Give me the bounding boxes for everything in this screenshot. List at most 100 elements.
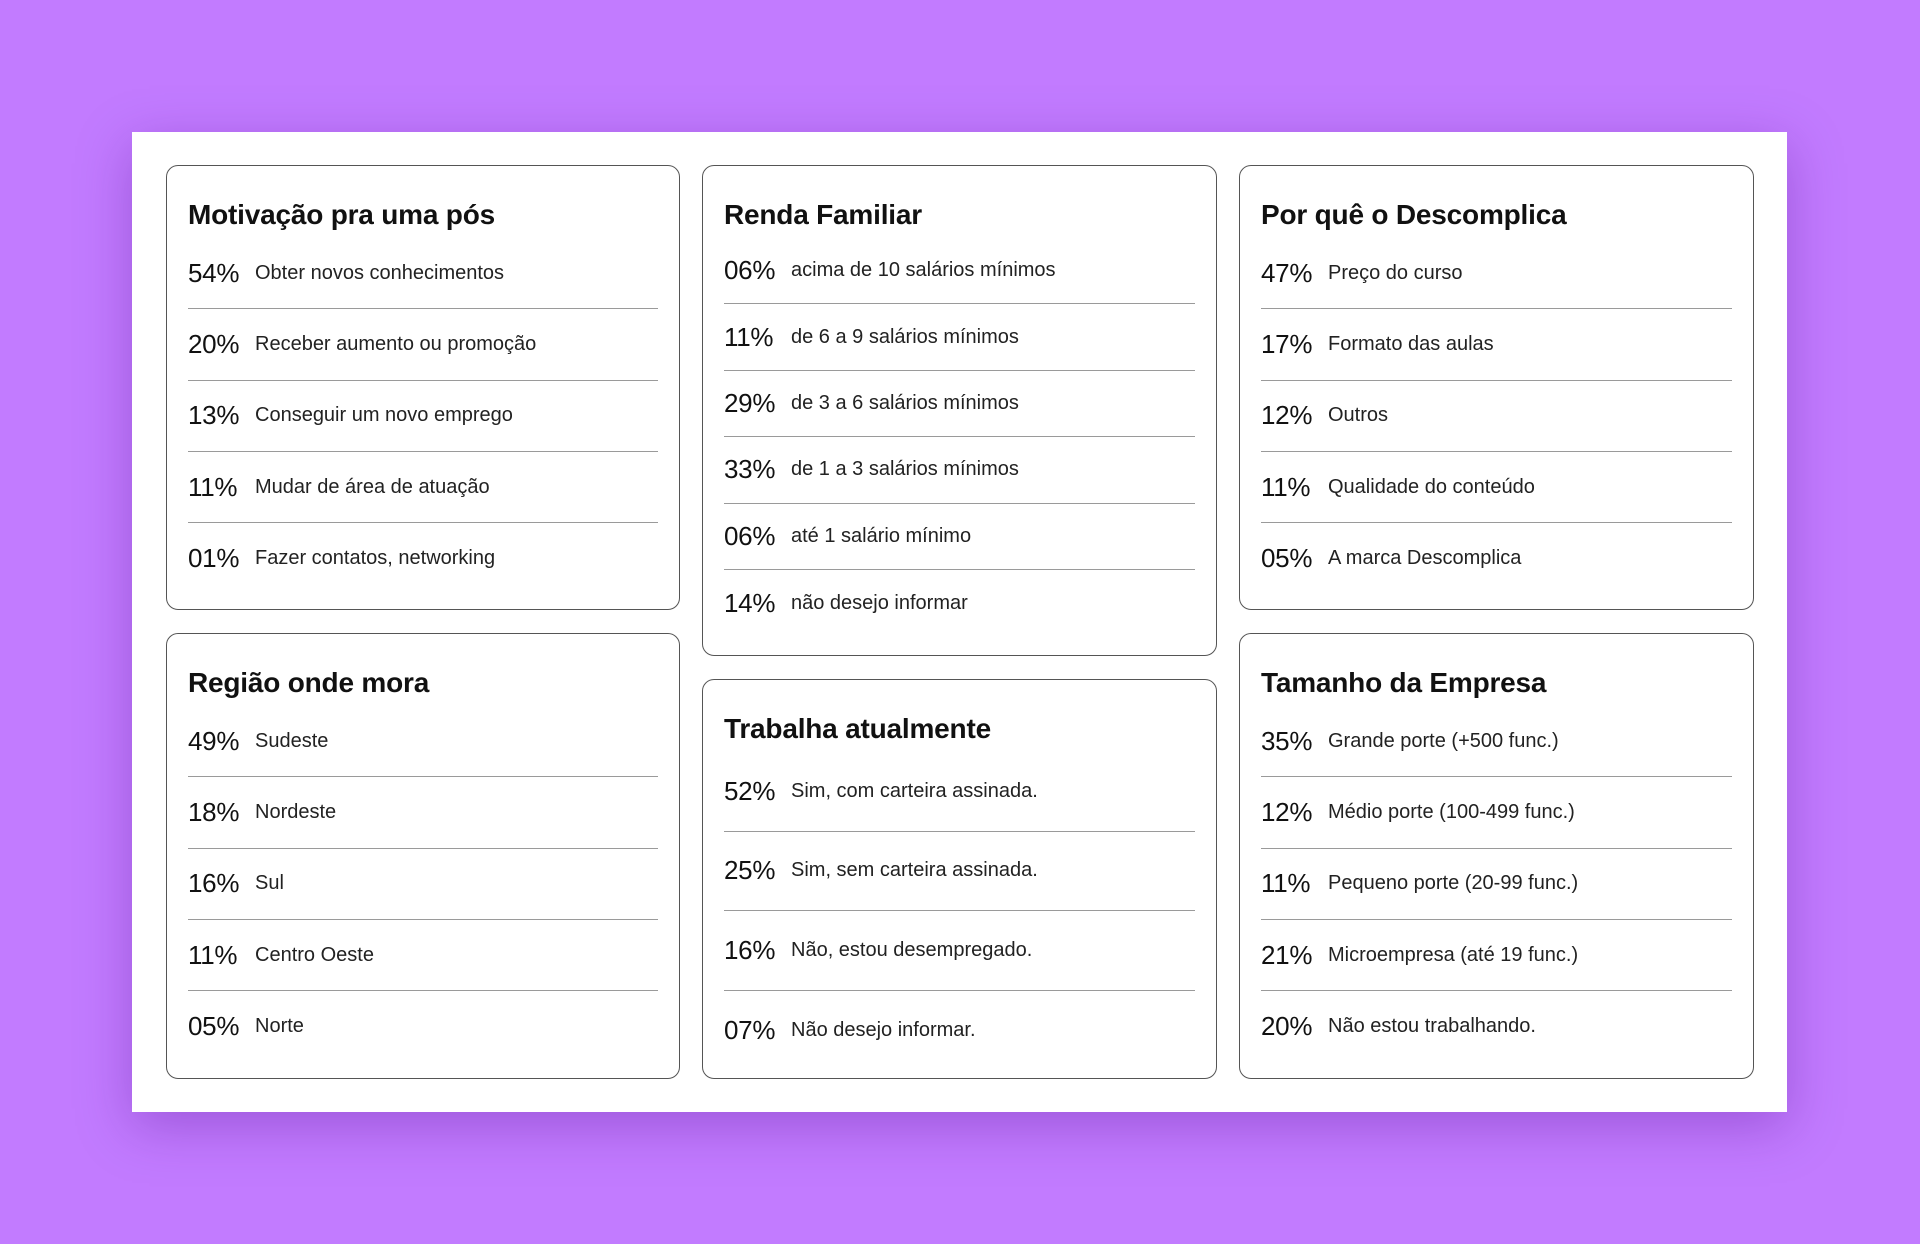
stat-row: 29% de 3 a 6 salários mínimos (724, 371, 1195, 438)
stat-label: Outros (1328, 404, 1389, 427)
stat-percent: 01% (188, 543, 240, 574)
stat-percent: 29% (724, 387, 776, 418)
stat-label: Formato das aulas (1328, 332, 1494, 355)
stat-list: 49% Sudeste 18% Nordeste 16% Sul 11% Centro … (188, 706, 658, 1062)
card-trabalha-atualmente: Trabalha atualmente 52% Sim, com carteira… (702, 679, 1217, 1079)
stat-row: 20% Não estou trabalhando. (1261, 991, 1732, 1062)
stat-row: 12% Outros (1261, 381, 1732, 452)
stat-list: 35% Grande porte (+500 func.) 12% Médio po… (1261, 706, 1732, 1062)
stat-label: Sim, com carteira assinada. (791, 779, 1038, 802)
stat-row: 14% não desejo informar (724, 570, 1195, 636)
card-por-que-descomplica: Por quê o Descomplica 47% Preço do curso … (1239, 165, 1754, 610)
stat-row: 12% Médio porte (100-499 func.) (1261, 777, 1732, 849)
stat-row: 06% acima de 10 salários mínimos (724, 238, 1195, 305)
stat-row: 11% de 6 a 9 salários mínimos (724, 304, 1195, 371)
stat-row: 54% Obter novos conhecimentos (188, 238, 658, 310)
stat-label: Fazer contatos, networking (255, 547, 496, 570)
stat-label: Sudeste (255, 729, 329, 752)
stat-percent: 05% (1261, 543, 1313, 574)
stat-label: Grande porte (+500 func.) (1328, 729, 1559, 752)
stat-list: 52% Sim, com carteira assinada. 25% Sim, s… (724, 752, 1195, 1070)
stat-label: Preço do curso (1328, 261, 1463, 284)
stat-list: 06% acima de 10 salários mínimos 11% de 6 … (724, 238, 1195, 636)
card-title: Tamanho da Empresa (1261, 667, 1547, 698)
stat-label: Receber aumento ou promoção (255, 332, 537, 355)
stat-row: 06% até 1 salário mínimo (724, 504, 1195, 570)
stat-percent: 06% (724, 255, 776, 286)
card-renda-familiar: Renda Familiar 06% acima de 10 salários m… (702, 165, 1217, 656)
stat-label: Mudar de área de atuação (255, 475, 490, 498)
stat-percent: 33% (724, 454, 776, 485)
stat-label: Nordeste (255, 800, 337, 823)
stat-percent: 11% (188, 939, 238, 970)
stat-row: 52% Sim, com carteira assinada. (724, 752, 1195, 832)
stat-percent: 52% (724, 775, 776, 806)
stat-row: 05% Norte (188, 991, 658, 1062)
stat-label: Não desejo informar. (791, 1019, 976, 1042)
survey-sheet: Motivação pra uma pós 54% Obter novos con… (132, 132, 1787, 1112)
stat-percent: 12% (1261, 400, 1313, 431)
stat-label: de 3 a 6 salários mínimos (791, 391, 1019, 414)
stat-row: 01% Fazer contatos, networking (188, 523, 658, 594)
stat-percent: 11% (1261, 471, 1311, 502)
card-title: Por quê o Descomplica (1261, 199, 1567, 230)
stat-label: Médio porte (100-499 func.) (1328, 800, 1575, 823)
card-title: Região onde mora (188, 667, 430, 698)
stat-percent: 20% (188, 328, 240, 359)
stat-list: 54% Obter novos conhecimentos 20% Receber … (188, 238, 658, 594)
stat-percent: 05% (188, 1011, 240, 1042)
stat-row: 18% Nordeste (188, 777, 658, 849)
stat-row: 17% Formato das aulas (1261, 309, 1732, 381)
card-regiao: Região onde mora 49% Sudeste 18% Nordeste … (166, 633, 680, 1079)
stat-label: Sim, sem carteira assinada. (791, 859, 1038, 882)
stat-row: 21% Microempresa (até 19 func.) (1261, 920, 1732, 992)
stat-percent: 16% (188, 868, 240, 899)
stat-percent: 13% (188, 400, 240, 431)
stat-label: Sul (255, 872, 284, 895)
stat-percent: 14% (724, 587, 776, 618)
stat-percent: 21% (1261, 939, 1313, 970)
stat-percent: 47% (1261, 257, 1313, 288)
stat-label: até 1 salário mínimo (791, 524, 972, 547)
stat-row: 13% Conseguir um novo emprego (188, 381, 658, 452)
stat-row: 25% Sim, sem carteira assinada. (724, 832, 1195, 912)
stat-percent: 20% (1261, 1011, 1313, 1042)
stat-row: 49% Sudeste (188, 706, 658, 778)
stat-label: de 6 a 9 salários mínimos (791, 325, 1019, 348)
stat-percent: 12% (1261, 796, 1313, 827)
stat-row: 16% Sul (188, 849, 658, 920)
card-tamanho-empresa: Tamanho da Empresa 35% Grande porte (+500… (1239, 633, 1754, 1079)
stat-percent: 11% (1261, 868, 1311, 899)
stat-row: 20% Receber aumento ou promoção (188, 309, 658, 381)
stat-percent: 11% (188, 471, 238, 502)
stat-row: 11% Qualidade do conteúdo (1261, 452, 1732, 524)
stat-row: 11% Mudar de área de atuação (188, 452, 658, 524)
stat-percent: 06% (724, 520, 776, 551)
stat-percent: 07% (724, 1015, 776, 1046)
card-title: Motivação pra uma pós (188, 199, 495, 230)
stat-percent: 17% (1261, 328, 1313, 359)
stat-label: Centro Oeste (255, 943, 374, 966)
stat-percent: 11% (724, 321, 774, 352)
stat-label: Obter novos conhecimentos (255, 261, 505, 284)
stat-percent: 18% (188, 796, 240, 827)
stat-label: Qualidade do conteúdo (1328, 475, 1535, 498)
stat-label: de 1 a 3 salários mínimos (791, 458, 1019, 481)
stat-percent: 35% (1261, 725, 1313, 756)
stat-percent: 16% (724, 934, 776, 965)
stat-label: A marca Descomplica (1328, 547, 1522, 570)
card-title: Renda Familiar (724, 199, 922, 230)
stat-label: Não, estou desempregado. (791, 938, 1033, 961)
stat-percent: 54% (188, 257, 240, 288)
card-motivacao: Motivação pra uma pós 54% Obter novos con… (166, 165, 680, 610)
card-title: Trabalha atualmente (724, 713, 991, 744)
stat-label: não desejo informar (791, 591, 968, 614)
stat-row: 33% de 1 a 3 salários mínimos (724, 437, 1195, 504)
stat-label: acima de 10 salários mínimos (791, 259, 1056, 282)
stat-row: 47% Preço do curso (1261, 238, 1732, 310)
stat-percent: 25% (724, 855, 776, 886)
stat-percent: 49% (188, 725, 240, 756)
stat-row: 16% Não, estou desempregado. (724, 911, 1195, 991)
stat-label: Não estou trabalhando. (1328, 1015, 1536, 1038)
stat-row: 35% Grande porte (+500 func.) (1261, 706, 1732, 778)
